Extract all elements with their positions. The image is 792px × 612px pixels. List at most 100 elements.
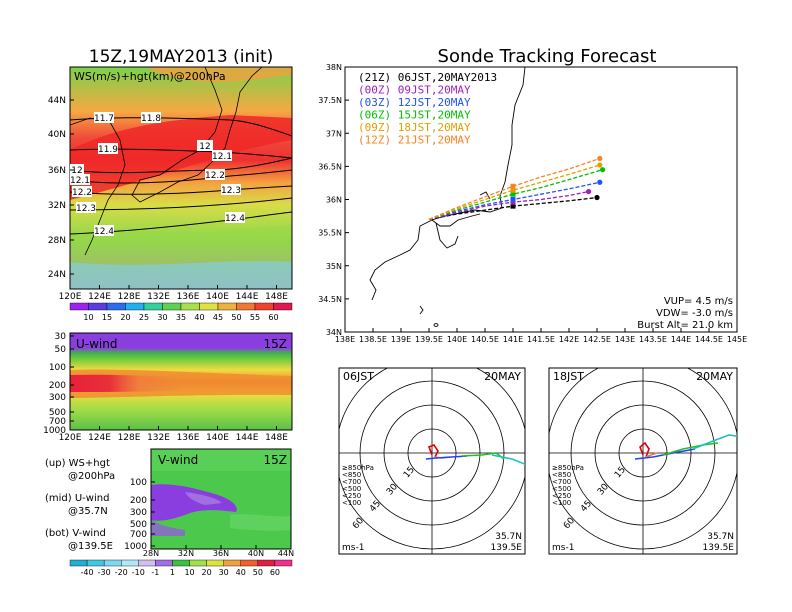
track-burst-point — [510, 197, 516, 202]
annotation-burst: Burst Alt= 21.0 km — [637, 320, 733, 331]
y-tick-label: 36.5N — [318, 162, 342, 171]
colorbar-swatch — [254, 302, 274, 311]
v-wind-label: V-wind — [158, 453, 198, 467]
contour-label: 12.1 — [212, 152, 232, 162]
x-tick-label: 148E — [265, 292, 288, 302]
hodo-units: ms-1 — [552, 543, 574, 553]
x-tick-label: 136E — [177, 292, 200, 302]
colorbar-swatch — [69, 302, 89, 311]
y-tick-label: 200 — [49, 381, 66, 391]
colorbar-swatch — [236, 302, 256, 311]
v-wind-time: 15Z — [264, 453, 288, 467]
colorbar-swatch — [273, 302, 293, 311]
y-tick-label: 30 — [55, 332, 67, 342]
colorbar-label: 60 — [270, 568, 280, 577]
colorbar-label: -1 — [151, 568, 159, 577]
y-tick-label: 300 — [49, 393, 66, 403]
x-tick-label: 144E — [236, 292, 259, 302]
hodo-trace — [427, 444, 439, 458]
contour-label: 11.7 — [94, 114, 114, 124]
contour-label: 12 — [71, 166, 82, 176]
x-tick-label: 145E — [727, 335, 747, 344]
side-label-mid: (mid) U-wind — [45, 493, 109, 504]
ws-map-field — [70, 67, 292, 289]
colorbar-label: -10 — [132, 568, 145, 577]
hodo-time-label: 06JST — [343, 370, 374, 383]
contour-label: 12.2 — [72, 188, 92, 198]
x-tick-label: 120E — [59, 433, 82, 443]
track-burst-point — [510, 191, 516, 197]
colorbar-swatch — [125, 302, 145, 311]
colorbar-swatch — [143, 302, 163, 311]
y-tick-label: 32N — [48, 201, 66, 211]
colorbar-label: 50 — [231, 313, 241, 322]
contour-label: 11.9 — [98, 145, 118, 155]
contour-label: 12.4 — [94, 227, 114, 237]
track-burst-point — [510, 199, 516, 205]
hodo-legend-entry: <100 — [342, 499, 361, 507]
colorbar-label: -20 — [115, 568, 128, 577]
colorbar-swatch — [189, 559, 207, 567]
x-tick-label: 141E — [503, 335, 523, 344]
v-colorbar: -40 -30 -20 -10 -1 1 10 20 30 40 50 60 — [69, 559, 293, 577]
x-tick-label: 142E — [559, 335, 579, 344]
x-tick-label: 138E — [335, 335, 355, 344]
y-tick-label: 28N — [48, 236, 66, 246]
hodo-trace — [491, 454, 525, 466]
colorbar-label: 40 — [194, 313, 204, 322]
colorbar-swatch — [88, 302, 108, 311]
hodo-legend-entry: <500 — [342, 485, 361, 493]
colorbar-label: 20 — [120, 313, 130, 322]
y-tick-label: 35.5N — [318, 229, 342, 238]
hodo-time-label: 18JST — [553, 370, 584, 383]
x-tick-label: 139E — [391, 335, 411, 344]
contour-label: 12.4 — [225, 214, 245, 224]
tracking-annotations: VUP= 4.5 m/s VDW= -3.0 m/s Burst Alt= 21… — [637, 296, 733, 331]
y-tick-label: 500 — [49, 408, 66, 418]
x-tick-label: 143E — [615, 335, 635, 344]
hodo-date-label: 20MAY — [484, 370, 521, 383]
y-tick-label: 35N — [326, 262, 342, 271]
y-tick-label: 100 — [130, 478, 147, 488]
y-tick-label: 34N — [326, 328, 342, 337]
hodo-trace — [639, 441, 650, 458]
x-tick-label: 28N — [143, 549, 159, 558]
y-tick-label: 1000 — [43, 426, 66, 436]
colorbar-swatch — [180, 302, 200, 311]
x-tick-label: 142.5E — [583, 335, 611, 344]
x-tick-label: 36N — [213, 549, 229, 558]
colorbar-swatch — [223, 559, 241, 567]
hodo-trace — [692, 434, 737, 450]
track-end-point — [597, 162, 603, 168]
x-tick-label: 148E — [265, 433, 288, 443]
ws-colorbar: 10 15 20 25 30 35 40 45 50 55 60 — [69, 302, 293, 322]
colorbar-label: 40 — [236, 568, 246, 577]
track-end-point — [597, 179, 603, 185]
tracking-axes: 138E 138.5E 139E 139.5E 140E 140.5E 141E 141.5E… — [318, 63, 747, 344]
legend-entry: (00Z) 09JST,20MAY — [358, 84, 471, 97]
track-end-point — [600, 167, 606, 173]
colorbar-label: 30 — [219, 568, 229, 577]
tracking-title: Sonde Tracking Forecast — [438, 46, 657, 67]
x-tick-label: 136E — [177, 433, 200, 443]
u-wind-axes: 120E 124E 128E 132E 136E 140E 144E 148E 30 50 100 2… — [43, 332, 288, 443]
colorbar-label: -30 — [98, 568, 111, 577]
y-tick-label: 40N — [48, 130, 66, 140]
colorbar-label: 1 — [170, 568, 175, 577]
track-end-point — [594, 194, 600, 201]
hodo-lat: 35.7N — [707, 532, 734, 542]
ws-map-title: 15Z,19MAY2013 (init) — [89, 47, 274, 67]
hodo-legend-entry: <500 — [552, 485, 571, 493]
x-tick-label: 140E — [447, 335, 467, 344]
y-tick-label: 700 — [49, 417, 66, 427]
colorbar-swatch — [121, 559, 139, 567]
x-tick-label: 141.5E — [527, 335, 555, 344]
track-line — [428, 164, 600, 220]
colorbar-swatch — [240, 559, 259, 567]
colorbar-swatch — [274, 559, 293, 567]
hodo-units: ms-1 — [342, 543, 364, 553]
